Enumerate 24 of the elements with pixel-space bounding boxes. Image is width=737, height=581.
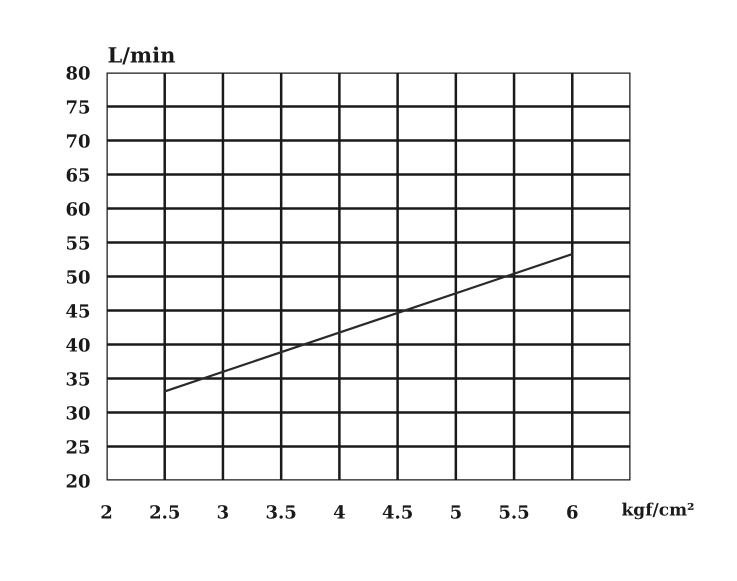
y-tick-label: 25 [65, 438, 91, 458]
x-tick-label: 5.5 [498, 502, 530, 524]
x-tick-label: 4 [333, 502, 346, 524]
y-tick-label: 20 [65, 472, 91, 492]
y-tick-label: 40 [65, 336, 91, 356]
y-tick-label: 80 [65, 64, 91, 84]
y-tick-label: 60 [65, 200, 91, 220]
x-axis-title: kgf/cm² [622, 500, 695, 520]
y-tick-label: 55 [65, 234, 91, 254]
y-tick-label: 45 [65, 302, 91, 322]
y-tick-label: 65 [65, 166, 91, 186]
y-tick-label: 30 [65, 404, 91, 424]
x-tick-label: 6 [566, 502, 579, 524]
y-tick-label: 50 [65, 268, 91, 288]
y-tick-label: 70 [65, 132, 91, 152]
x-tick-label: 5 [450, 502, 462, 524]
y-axis-title: L/min [108, 42, 176, 68]
x-tick-label: 4.5 [382, 502, 414, 524]
y-tick-label: 75 [65, 98, 91, 118]
x-tick-label: 3.5 [266, 502, 297, 524]
x-tick-label: 3 [216, 502, 230, 524]
x-tick-label: 2 [100, 502, 113, 524]
y-tick-label: 35 [65, 370, 91, 390]
x-tick-label: 2.5 [149, 502, 180, 524]
